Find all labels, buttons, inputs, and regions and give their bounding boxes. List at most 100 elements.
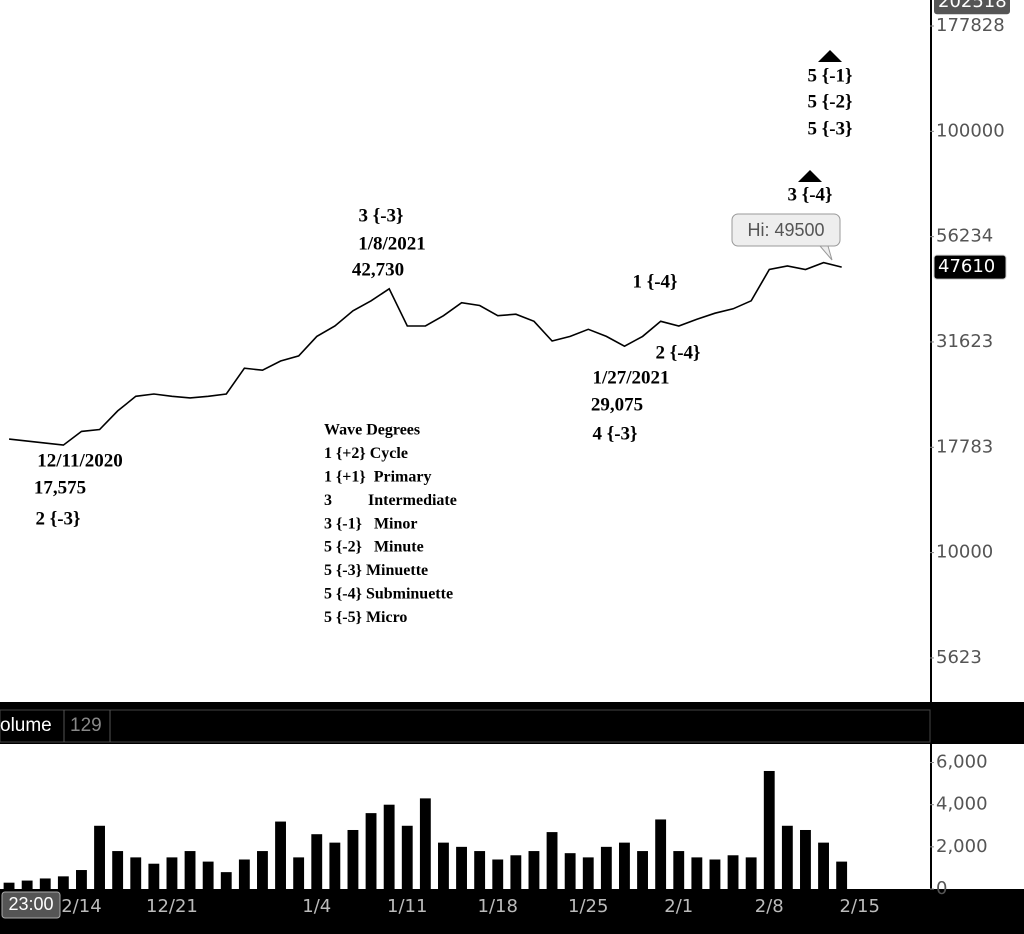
- volume-title: olume: [0, 715, 52, 736]
- y-tick-label: 10000: [936, 542, 993, 563]
- wave-legend-line: 5 {-4} Subminuette: [324, 585, 453, 602]
- annotation: 2 {-3}: [35, 508, 80, 529]
- wave-legend-line: 1 {+2} Cycle: [324, 445, 408, 462]
- y-tick-label: 4,000: [936, 794, 988, 815]
- annotation: 5 {-3}: [807, 118, 852, 139]
- top-value: 202518: [938, 0, 1007, 12]
- wave-legend-line: 5 {-3} Minuette: [324, 562, 428, 579]
- volume-bar: [202, 861, 214, 889]
- volume-bar: [112, 851, 124, 889]
- volume-bar: [329, 842, 341, 889]
- x-tick-label: 12/21: [146, 896, 198, 917]
- triangle: [798, 170, 822, 182]
- volume-bar: [582, 857, 594, 889]
- volume-bar: [238, 859, 250, 889]
- volume-bar: [383, 804, 395, 889]
- volume-bar: [76, 870, 87, 889]
- current-value: 47610: [938, 256, 995, 277]
- volume-bar: [474, 851, 486, 889]
- price-line: [9, 261, 842, 446]
- x-tick-label: 2/1: [664, 896, 693, 917]
- volume-bar: [130, 857, 142, 889]
- volume-bar: [257, 851, 268, 889]
- volume-bar: [456, 846, 467, 889]
- volume-bar: [21, 880, 33, 889]
- y-tick-label: 0: [936, 878, 947, 899]
- volume-bar: [492, 859, 504, 889]
- time-label: 23:00: [8, 894, 53, 914]
- volume-bar: [800, 829, 811, 889]
- volume-bar: [311, 834, 323, 889]
- volume-bar: [365, 813, 377, 889]
- annotation: 42,730: [352, 259, 404, 280]
- y-tick-label: 17783: [936, 436, 993, 457]
- wave-legend-line: Wave Degrees: [324, 422, 420, 439]
- y-tick-label: 6,000: [936, 752, 988, 773]
- volume-bar: [3, 882, 15, 889]
- annotation: 2 {-4}: [655, 342, 700, 363]
- wave-legend-line: 3 Intermediate: [324, 492, 457, 509]
- volume-bar: [709, 859, 721, 889]
- volume-bar: [655, 819, 667, 889]
- volume-bar: [727, 855, 739, 889]
- volume-bar: [564, 853, 576, 889]
- annotation: 5 {-2}: [807, 91, 852, 112]
- high-label: Hi: 49500: [747, 220, 824, 240]
- volume-bar: [148, 863, 160, 889]
- y-tick-label: 31623: [936, 331, 993, 352]
- x-tick-label: 2/15: [840, 896, 880, 917]
- price-axis: [932, 0, 1024, 702]
- volume-bar: [510, 855, 522, 889]
- volume-axis: [932, 744, 1024, 889]
- wave-legend-line: 5 {-2} Minute: [324, 539, 424, 556]
- volume-bar: [419, 798, 431, 889]
- wave-legend-line: 1 {+1} Primary: [324, 468, 431, 485]
- y-tick-label: 2,000: [936, 836, 988, 857]
- volume-bar: [528, 851, 540, 889]
- volume-bar: [39, 878, 51, 889]
- volume-bar: [546, 832, 558, 889]
- y-tick-label: 56234: [936, 226, 993, 247]
- volume-value: 129: [70, 715, 102, 736]
- volume-bar: [673, 851, 685, 889]
- annotation: 4 {-3}: [592, 423, 637, 444]
- volume-bar: [438, 842, 449, 889]
- x-tick-label: 1/4: [302, 896, 331, 917]
- volume-bar: [293, 857, 305, 889]
- volume-bar: [94, 825, 105, 889]
- x-tick-label: 1/25: [568, 896, 608, 917]
- annotation: 1/27/2021: [592, 367, 669, 388]
- volume-bar: [184, 851, 196, 889]
- wave-legend-line: 5 {-5} Micro: [324, 609, 407, 626]
- y-tick-label: 5623: [936, 647, 982, 668]
- wave-legend-line: 3 {-1} Minor: [324, 515, 417, 532]
- annotation: 12/11/2020: [37, 450, 123, 471]
- volume-bar: [57, 876, 69, 889]
- annotation: 3 {-4}: [787, 184, 832, 205]
- current-value-box: [933, 254, 1007, 280]
- top-value-box: [934, 0, 1010, 15]
- volume-bar: [763, 770, 775, 889]
- volume-bar: [619, 842, 630, 889]
- callout-pointer: [818, 245, 833, 261]
- triangle: [818, 50, 842, 62]
- high-callout: [731, 213, 841, 247]
- volume-bar: [600, 846, 612, 889]
- price-panel: [0, 0, 930, 702]
- annotation: 5 {-1}: [807, 65, 852, 86]
- volume-bar: [220, 872, 232, 889]
- annotation: 1 {-4}: [632, 271, 677, 292]
- time-box: [1, 891, 61, 919]
- volume-bar: [745, 857, 757, 889]
- volume-bar: [166, 857, 178, 889]
- volume-header: [0, 709, 931, 743]
- volume-bar: [401, 825, 413, 889]
- x-tick-label: 2/8: [755, 896, 784, 917]
- x-tick-label: 1/11: [387, 896, 427, 917]
- y-tick-label: 100000: [936, 120, 1005, 141]
- x-tick-label: 1/18: [478, 896, 518, 917]
- annotation: 3 {-3}: [358, 205, 403, 226]
- volume-bar: [781, 825, 793, 889]
- annotation: 17,575: [34, 477, 86, 498]
